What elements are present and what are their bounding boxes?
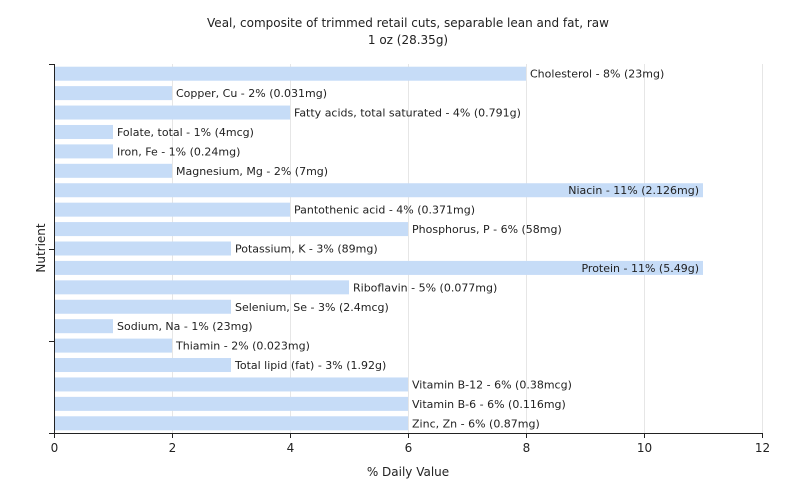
bar-label-2: Fatty acids, total saturated - 4% (0.791… — [294, 107, 521, 120]
bar-label-8: Phosphorus, P - 6% (58mg) — [412, 223, 562, 236]
bar-2 — [55, 105, 290, 120]
x-tick-label-4: 4 — [287, 441, 295, 455]
bar-10 — [55, 260, 703, 275]
bar-7 — [55, 202, 290, 217]
bar-label-9: Potassium, K - 3% (89mg) — [235, 243, 378, 256]
bar-label-6: Niacin - 11% (2.126mg) — [568, 184, 699, 197]
bar-12 — [55, 299, 231, 314]
axes: 0 2 4 6 8 10 12 — [49, 64, 770, 455]
bar-label-7: Pantothenic acid - 4% (0.371mg) — [294, 204, 475, 217]
x-tick-label-8: 8 — [523, 441, 531, 455]
bar-13 — [55, 319, 113, 334]
bar-4 — [55, 144, 113, 159]
x-tick-label-6: 6 — [405, 441, 413, 455]
bar-label-16: Vitamin B-12 - 6% (0.38mcg) — [412, 378, 572, 391]
bar-label-15: Total lipid (fat) - 3% (1.92g) — [234, 359, 386, 372]
bar-label-18: Zinc, Zn - 6% (0.87mg) — [412, 417, 540, 430]
bar-label-12: Selenium, Se - 3% (2.4mcg) — [235, 301, 389, 314]
bar-17 — [55, 396, 408, 411]
chart-title: Veal, composite of trimmed retail cuts, … — [207, 16, 609, 30]
bar-label-3: Folate, total - 1% (4mcg) — [117, 126, 254, 139]
bar-9 — [55, 241, 231, 256]
x-tick-label-12: 12 — [755, 441, 770, 455]
bar-18 — [55, 416, 408, 431]
bar-label-14: Thiamin - 2% (0.023mg) — [175, 340, 310, 353]
x-axis-title: % Daily Value — [367, 465, 449, 479]
chart-subtitle: 1 oz (28.35g) — [367, 33, 449, 47]
bar-5 — [55, 163, 172, 178]
bars: Cholesterol - 8% (23mg) Copper, Cu - 2% (… — [55, 66, 703, 431]
y-axis-title: Nutrient — [34, 223, 48, 273]
bar-8 — [55, 222, 408, 237]
bar-6 — [55, 183, 703, 198]
bar-label-13: Sodium, Na - 1% (23mg) — [117, 320, 253, 333]
bar-label-0: Cholesterol - 8% (23mg) — [530, 68, 664, 81]
bar-label-5: Magnesium, Mg - 2% (7mg) — [176, 165, 328, 178]
bar-label-10: Protein - 11% (5.49g) — [581, 262, 699, 275]
bar-0 — [55, 66, 526, 81]
bar-3 — [55, 124, 113, 139]
bar-label-1: Copper, Cu - 2% (0.031mg) — [176, 87, 327, 100]
bar-label-11: Riboflavin - 5% (0.077mg) — [353, 281, 497, 294]
x-tick-label-2: 2 — [169, 441, 177, 455]
x-tick-label-10: 10 — [637, 441, 652, 455]
bar-14 — [55, 338, 172, 353]
bar-1 — [55, 86, 172, 101]
bar-label-4: Iron, Fe - 1% (0.24mg) — [117, 145, 240, 158]
bar-15 — [55, 358, 231, 373]
bar-11 — [55, 280, 349, 295]
bar-label-17: Vitamin B-6 - 6% (0.116mg) — [412, 398, 566, 411]
bar-16 — [55, 377, 408, 392]
x-tick-label-0: 0 — [51, 441, 59, 455]
